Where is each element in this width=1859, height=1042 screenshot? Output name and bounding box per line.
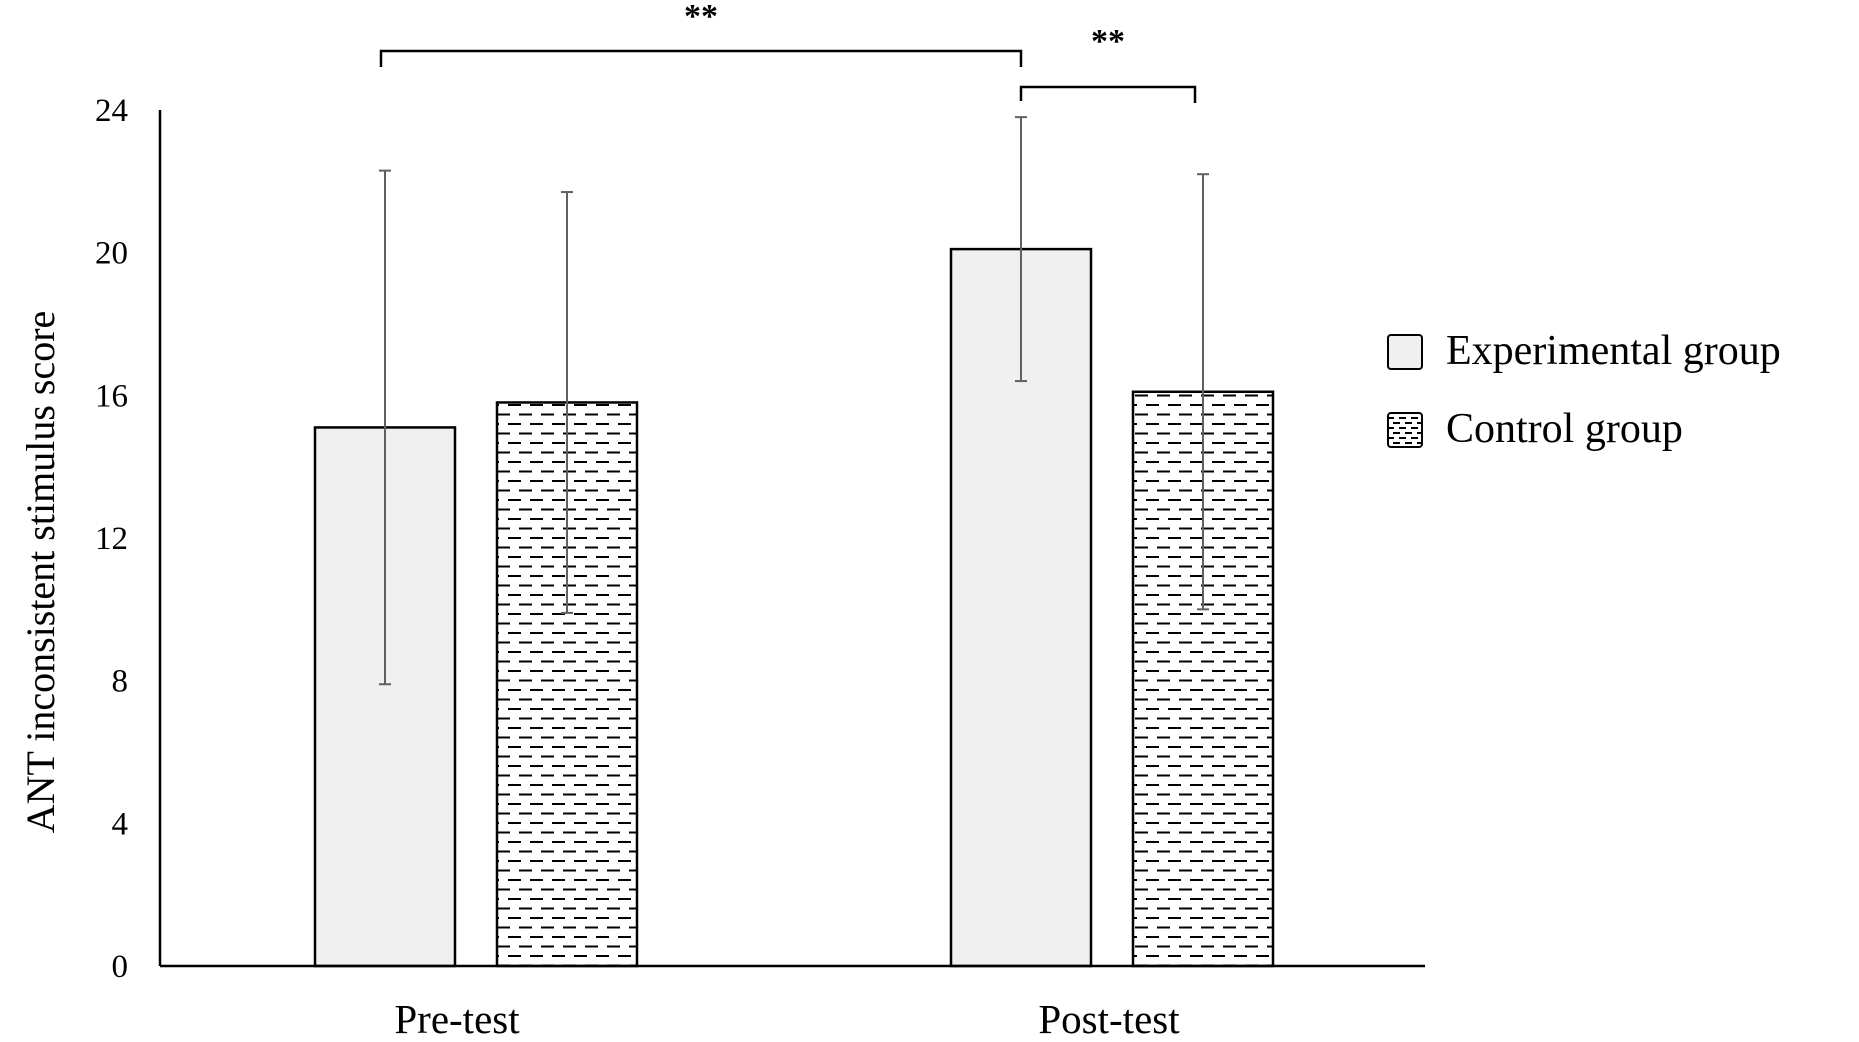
y-tick-labels: 0 4 8 12 16 20 24 [95,93,128,985]
bracket-line [379,49,1023,67]
legend-item: Experimental group [1387,328,1781,374]
legend-item: Control group [1387,406,1683,452]
significance-brackets: ** ** [379,0,1197,103]
legend-swatch [1387,334,1423,370]
y-tick-label: 20 [95,236,128,272]
significance-label: ** [1091,23,1125,60]
legend: Experimental group Control group [1387,328,1781,452]
significance-label: ** [684,0,718,35]
legend-label: Experimental group [1446,328,1781,374]
x-category-label: Pre-test [394,996,520,1042]
error-bars-layer [379,116,1209,686]
y-tick-label: 4 [112,806,129,842]
y-tick-label: 16 [95,378,128,414]
error-bar [1197,173,1209,611]
y-axis-title: ANT inconsistent stimulus score [18,311,63,834]
bars-layer [313,247,1275,968]
y-tick-label: 8 [112,664,129,700]
significance-bracket: ** [1019,23,1197,103]
bracket-line [1019,85,1197,103]
significance-bracket: ** [379,0,1023,67]
y-tick-label: 24 [95,93,128,129]
legend-label: Control group [1446,406,1683,452]
y-tick-label: 0 [112,949,129,985]
error-bar [1015,116,1027,383]
y-tick-label: 12 [95,521,128,557]
legend-swatch [1387,412,1423,448]
x-category-labels: Pre-test Post-test [394,996,1180,1042]
x-category-label: Post-test [1038,996,1180,1042]
error-bar [561,191,573,614]
error-bar [379,169,391,686]
